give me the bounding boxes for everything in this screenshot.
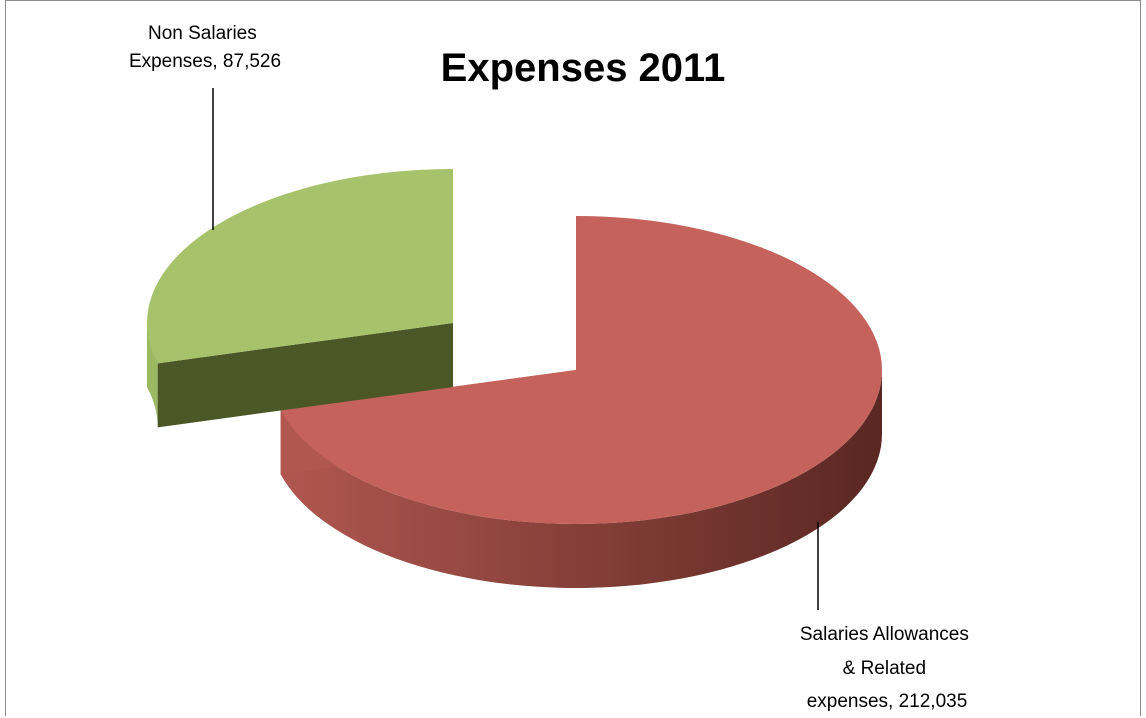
data-label-salaries-line-1: Salaries Allowances <box>800 624 969 645</box>
pie-slice-non-salaries-cut <box>157 323 453 428</box>
data-label-salaries-line-2: & Related <box>843 658 926 679</box>
data-label-non-salaries: Non Salaries Expenses, 87,526 <box>129 23 281 72</box>
chart-title: Expenses 2011 <box>441 46 726 90</box>
data-label-non-salaries-line-1: Non Salaries <box>148 23 257 44</box>
pie-slice-non-salaries <box>147 169 453 364</box>
pie-slice-salaries-side <box>280 370 883 589</box>
data-label-non-salaries-line-2: Expenses, 87,526 <box>129 51 281 72</box>
data-label-salaries-line-3: expenses, 212,035 <box>807 691 968 712</box>
pie-slice-salaries <box>280 216 882 525</box>
data-label-salaries: Salaries Allowances & Related expenses, … <box>800 624 974 712</box>
